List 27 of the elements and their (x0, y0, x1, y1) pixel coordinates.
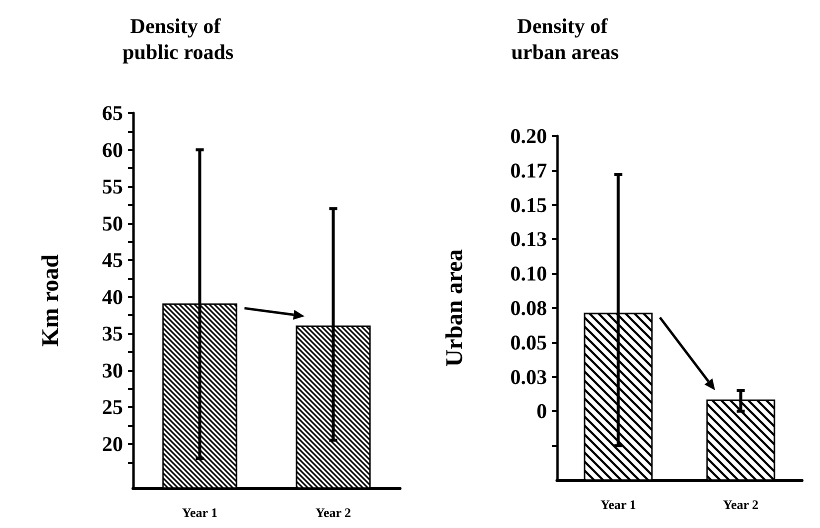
y-tick-label: 0.15 (510, 192, 547, 217)
y-tick-label: 40 (102, 284, 123, 309)
y-tick-label: 60 (102, 138, 123, 162)
x-tick-label: Year 1 (182, 505, 218, 520)
y-tick-label: 0.13 (510, 227, 547, 252)
y-axis-title: Km road (38, 254, 64, 347)
x-tick-label: Year 2 (722, 497, 759, 512)
y-tick-label: 45 (102, 248, 123, 272)
y-tick-label: 0.17 (510, 158, 547, 182)
y-tick-label: 0.10 (510, 262, 547, 286)
y-tick-label: 30 (102, 358, 123, 382)
y-tick-label: 20 (102, 432, 123, 456)
y-tick-label: 0.08 (510, 296, 547, 320)
y-tick-label: 0 (536, 399, 547, 424)
x-tick-label: Year 2 (315, 505, 352, 520)
chart-title: Density of public roads (122, 14, 234, 64)
x-tick-label: Year 1 (600, 497, 636, 512)
y-tick-label: 55 (102, 174, 123, 199)
chart-title: Density of urban areas (511, 14, 619, 64)
y-tick-label: 35 (102, 322, 123, 346)
y-tick-label: 25 (102, 395, 123, 420)
y-tick-label: 0.03 (510, 364, 547, 389)
y-tick-label: 65 (102, 101, 123, 125)
y-axis-title: Urban area (442, 249, 468, 367)
y-tick-label: 0.20 (510, 124, 547, 148)
y-tick-label: 0.05 (510, 330, 547, 354)
y-tick-label: 50 (102, 211, 123, 236)
